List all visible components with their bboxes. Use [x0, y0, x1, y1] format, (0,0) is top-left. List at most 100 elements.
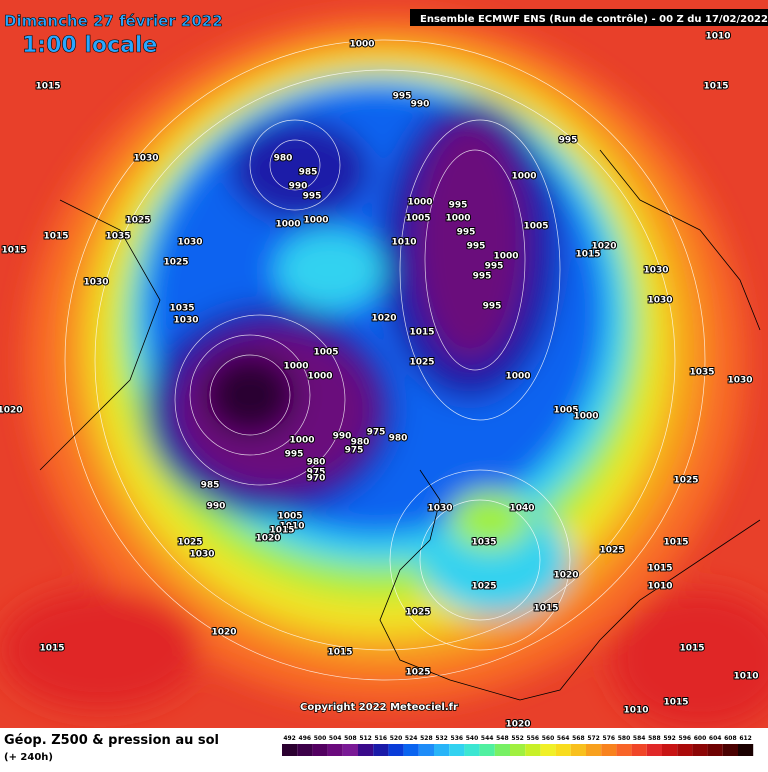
isobar-label: 1030 — [189, 550, 214, 560]
colorbar-swatch — [555, 744, 571, 756]
colorbar-label: 544 — [481, 735, 494, 742]
colorbar-swatch — [388, 744, 404, 756]
coastlines — [39, 149, 761, 701]
isobar-label: 1020 — [591, 242, 616, 252]
colorbar-swatch — [586, 744, 602, 756]
isobar-label: 995 — [393, 92, 412, 102]
isobar-label: 1000 — [349, 40, 374, 50]
isobar-label: 1025 — [471, 582, 496, 592]
isobar-label: 1010 — [279, 522, 304, 532]
colorbar-label: 512 — [359, 735, 372, 742]
colorbar-swatch — [692, 744, 708, 756]
isobar-label: 995 — [559, 136, 578, 146]
isobar-label: 1025 — [673, 476, 698, 486]
isobar-label: 1030 — [83, 278, 108, 288]
colorbar-label: 548 — [496, 735, 509, 742]
isobar-label: 1020 — [505, 720, 530, 730]
colorbar-label: 504 — [329, 735, 342, 742]
isobar-label: 1035 — [689, 368, 714, 378]
colorbar-label: 592 — [663, 735, 676, 742]
colorbar-swatch — [297, 744, 313, 756]
isobar-label: 1015 — [575, 250, 600, 260]
colorbar-label: 584 — [633, 735, 646, 742]
colorbar-label: 524 — [405, 735, 418, 742]
colorbar-swatch — [601, 744, 617, 756]
isobar-label: 1015 — [647, 564, 672, 574]
colorbar-label: 572 — [587, 735, 600, 742]
colorbar-swatch — [616, 744, 632, 756]
isobar-label: 975 — [367, 428, 386, 438]
isobar-label: 1030 — [173, 316, 198, 326]
isobar-label: 1020 — [0, 406, 23, 416]
colorbar-label: 516 — [375, 735, 388, 742]
isobar-label: 1020 — [255, 534, 280, 544]
isobar-label: 1030 — [427, 504, 452, 514]
isobar-label: 1035 — [105, 232, 130, 242]
colorbar: 492 496 500 504 508 512 516 520 524 528 532 536 540 5… — [282, 735, 754, 756]
colorbar-swatch — [434, 744, 450, 756]
isobar-label: 990 — [289, 182, 308, 192]
isobar-label: 1030 — [727, 376, 752, 386]
colorbar-swatch — [464, 744, 480, 756]
isobar-label: 1015 — [39, 644, 64, 654]
isobar-label: 995 — [303, 192, 322, 202]
isobar-label: 985 — [201, 481, 220, 491]
isobar-label: 1000 — [407, 198, 432, 208]
isobar-label: 1025 — [177, 538, 202, 548]
colorbar-label: 532 — [435, 735, 448, 742]
isobar-label: 995 — [473, 272, 492, 282]
colorbar-swatch — [525, 744, 541, 756]
colorbar-label: 600 — [694, 735, 707, 742]
colorbar-label: 612 — [739, 735, 752, 742]
isobar-label: 995 — [485, 262, 504, 272]
isobar-label: 995 — [467, 242, 486, 252]
isobar-label: 1025 — [405, 608, 430, 618]
colorbar-label: 536 — [451, 735, 464, 742]
colorbar-swatch — [631, 744, 647, 756]
isobar-label: 1000 — [445, 214, 470, 224]
run-banner — [410, 9, 768, 26]
colorbar-label: 496 — [299, 735, 312, 742]
isobar-label: 1030 — [177, 238, 202, 248]
isobar-label: 1015 — [663, 698, 688, 708]
isobar-label: 1030 — [647, 296, 672, 306]
colorbar-label: 588 — [648, 735, 661, 742]
colorbar-label: 492 — [283, 735, 296, 742]
isobar-label: 1020 — [371, 314, 396, 324]
colorbar-swatch — [738, 744, 754, 756]
isobar-label: 990 — [333, 432, 352, 442]
isobar-label: 1005 — [405, 214, 430, 224]
isobar-label: 1005 — [553, 406, 578, 416]
colorbar-swatch — [510, 744, 526, 756]
isobar-label: 1015 — [43, 232, 68, 242]
isobar-label: 975 — [307, 468, 326, 478]
isobar-label: 1030 — [133, 154, 158, 164]
colorbar-label: 564 — [557, 735, 570, 742]
isobar-label: 1030 — [643, 266, 668, 276]
isobar-label: 1015 — [1, 246, 26, 256]
isobar-label: 1020 — [553, 571, 578, 581]
isobar-label: 990 — [411, 100, 430, 110]
colorbar-swatch — [707, 744, 723, 756]
isobar-label: 1000 — [289, 436, 314, 446]
colorbar-swatch — [479, 744, 495, 756]
colorbar-swatch — [540, 744, 556, 756]
isobar-label: 1015 — [533, 604, 558, 614]
colorbar-swatch — [282, 744, 298, 756]
colorbar-swatch — [312, 744, 328, 756]
colorbar-label: 568 — [572, 735, 585, 742]
colorbar-label: 508 — [344, 735, 357, 742]
colorbar-label: 604 — [709, 735, 722, 742]
isobar-label: 995 — [457, 228, 476, 238]
isobar-label: 1035 — [471, 538, 496, 548]
isobar-label: 980 — [274, 154, 293, 164]
isobar-label: 995 — [285, 450, 304, 460]
colorbar-swatch — [373, 744, 389, 756]
isobar-label: 1010 — [705, 32, 730, 42]
geopotential-field — [0, 15, 768, 730]
isobar-label: 1025 — [409, 358, 434, 368]
colorbar-swatch — [494, 744, 510, 756]
forecast-time: 1:00 locale — [22, 33, 157, 58]
colorbar-swatch — [449, 744, 465, 756]
isobar-label: 980 — [307, 458, 326, 468]
